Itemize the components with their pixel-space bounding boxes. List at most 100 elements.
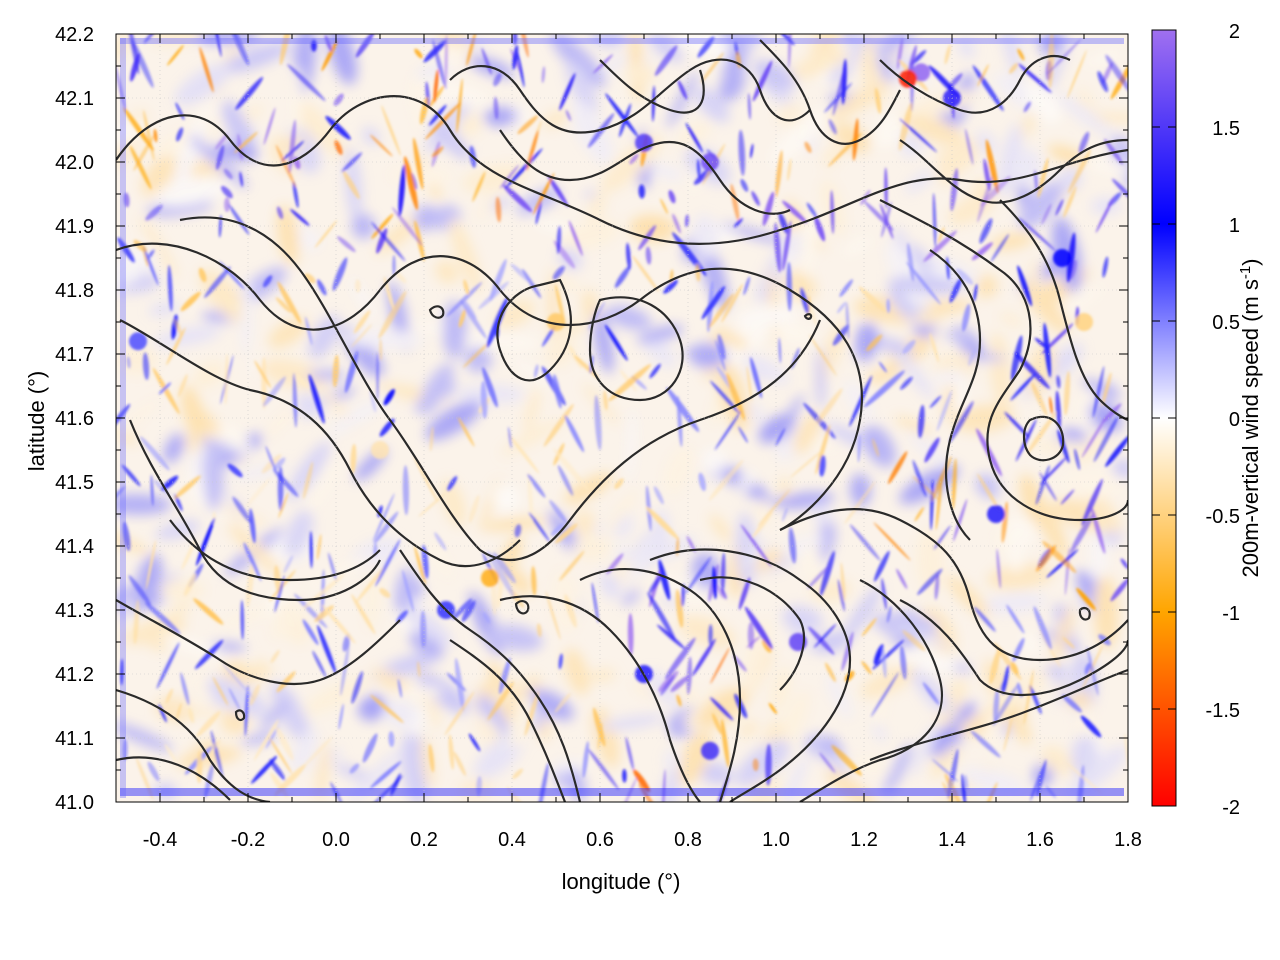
field-streak: [222, 663, 256, 701]
field-streak: [698, 472, 706, 492]
y-axis: 41.0 41.1 41.2 41.3 41.4 41.5 41.6 41.7 41.8 41.9…: [55, 24, 1128, 814]
field-blob: [1110, 134, 1128, 192]
plot-area: [115, 33, 1129, 803]
field-blob: [910, 724, 937, 777]
field-streak: [239, 171, 243, 187]
field-streak: [806, 202, 817, 218]
field-blob: [803, 542, 821, 579]
field-streak: [139, 436, 170, 471]
field-streak: [528, 511, 550, 542]
y-tick-label: 41.7: [55, 344, 94, 366]
field-blob: [315, 742, 331, 802]
field-blob: [293, 99, 347, 158]
field-streak: [1023, 101, 1031, 113]
field-streak: [142, 352, 150, 380]
field-streak: [557, 465, 574, 496]
field-streak: [153, 129, 158, 143]
field-streak: [738, 577, 751, 610]
field-streak: [1081, 478, 1103, 526]
field-streak: [277, 281, 302, 324]
field-streak: [527, 471, 534, 521]
field-blob: [153, 176, 230, 207]
field-streak: [547, 175, 569, 208]
field-streak: [514, 524, 522, 538]
field-streak: [558, 653, 563, 670]
field-streak: [972, 65, 1004, 111]
field-streak: [370, 134, 393, 157]
field-blob: [508, 697, 535, 748]
field-streak: [730, 183, 740, 221]
field-blob: [241, 275, 252, 356]
field-blob: [458, 779, 494, 800]
field-streak: [710, 380, 740, 414]
field-streak: [1067, 49, 1087, 99]
field-streak: [861, 618, 877, 637]
field-streak: [974, 606, 996, 632]
field-streak: [816, 388, 843, 425]
field-streak: [781, 507, 788, 522]
field-streak: [402, 569, 414, 612]
field-streak: [1065, 762, 1103, 795]
field-streak: [677, 80, 688, 100]
field-blob: [913, 310, 944, 325]
field-streak: [629, 153, 639, 165]
field-streak: [305, 316, 313, 346]
field-streak: [417, 661, 421, 678]
field-blob: [980, 593, 1047, 614]
field-streak: [647, 592, 676, 641]
field-streak: [910, 50, 927, 65]
field-blob: [599, 571, 621, 600]
field-streak: [550, 522, 564, 536]
field-blob: [418, 363, 454, 416]
field-blob: [621, 588, 640, 607]
field-blob: [394, 686, 443, 699]
field-streak: [493, 96, 499, 120]
field-streak: [533, 364, 539, 378]
field-streak: [787, 158, 792, 181]
field-blob: [335, 764, 373, 782]
field-streak: [117, 237, 135, 263]
field-streak: [944, 44, 951, 65]
field-streak: [232, 496, 252, 524]
field-streak: [276, 206, 284, 220]
field-streak: [460, 299, 487, 339]
field-streak: [672, 213, 681, 234]
field-streak: [726, 373, 746, 421]
field-blob: [826, 673, 852, 719]
field-streak: [752, 758, 759, 771]
field-streak: [662, 769, 666, 802]
field-blob: [854, 322, 880, 363]
field-streak: [554, 692, 571, 713]
field-streak: [362, 733, 378, 763]
field-streak: [964, 774, 969, 790]
field-streak: [276, 671, 296, 693]
field-streak: [340, 642, 350, 696]
field-streak: [164, 743, 177, 762]
field-streak: [568, 220, 583, 257]
field-streak: [489, 258, 507, 302]
field-streak: [762, 191, 775, 227]
field-blob: [742, 541, 768, 568]
x-axis-label: longitude (°): [562, 869, 681, 894]
field-blob: [658, 764, 680, 802]
field-blob: [626, 408, 637, 481]
y-tick-label: 41.2: [55, 664, 94, 686]
field-streak: [676, 694, 682, 707]
field-streak: [536, 623, 542, 638]
field-streak: [1035, 465, 1050, 505]
field-blob: [1094, 575, 1119, 650]
field-streak: [457, 416, 475, 447]
field-streak: [478, 281, 509, 310]
field-streak: [1120, 558, 1128, 569]
field-streak: [462, 341, 490, 368]
field-blob: [1071, 734, 1097, 777]
field-streak: [656, 624, 686, 650]
field-blob: [960, 768, 1026, 794]
field-blob: [709, 514, 733, 542]
field-streak: [1076, 587, 1096, 611]
field-streak: [887, 451, 908, 485]
y-tick-label: 41.1: [55, 728, 94, 750]
field-blob: [625, 62, 655, 85]
field-streak: [697, 36, 715, 58]
field-streak: [733, 654, 747, 672]
